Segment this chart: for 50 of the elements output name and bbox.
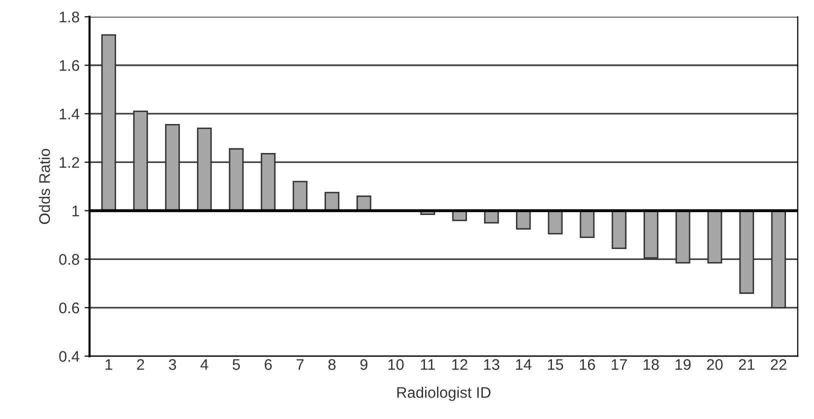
- bar: [228, 148, 244, 212]
- bar: [739, 210, 754, 294]
- bar: [324, 192, 340, 212]
- x-axis-title: Radiologist ID: [397, 386, 490, 401]
- y-tick-label: 0.6: [59, 302, 80, 314]
- x-tick-label: 3: [168, 359, 176, 370]
- y-axis-title: Odds Ratio: [38, 148, 50, 224]
- bar: [707, 210, 722, 264]
- x-tick-label: 21: [738, 359, 754, 370]
- y-tick-label: 0.8: [59, 254, 80, 265]
- x-tick-label: 2: [137, 359, 144, 370]
- bar: [580, 210, 595, 238]
- x-tick-label: 11: [420, 359, 435, 370]
- bar: [516, 210, 531, 230]
- x-tick-label: 10: [388, 359, 404, 370]
- x-tick-label: 5: [232, 359, 240, 370]
- bar: [260, 153, 276, 212]
- y-tick-label: 0.4: [59, 351, 80, 362]
- x-tick-label: 8: [328, 359, 336, 370]
- bar: [356, 195, 372, 212]
- y-tick-label: 1.6: [60, 60, 80, 71]
- x-tick-label: 9: [360, 359, 368, 370]
- x-tick-label: 6: [264, 359, 272, 370]
- bar: [133, 110, 148, 212]
- bar: [548, 210, 563, 234]
- bar: [165, 124, 180, 212]
- x-tick-label: 1: [106, 359, 112, 370]
- x-tick-label: 14: [516, 359, 532, 370]
- x-tick-label: 7: [296, 359, 304, 370]
- x-tick-label: 22: [770, 359, 786, 370]
- x-tick-label: 13: [484, 359, 500, 370]
- x-tick-label: 20: [707, 359, 723, 370]
- x-tick-label: 17: [612, 359, 627, 370]
- bar: [675, 210, 690, 264]
- x-tick-label: 12: [452, 359, 468, 370]
- bar: [644, 210, 658, 259]
- y-tick-label: 1.4: [60, 108, 80, 120]
- x-tick-label: 4: [200, 359, 208, 370]
- x-tick-label: 15: [548, 359, 564, 370]
- bar: [196, 128, 212, 212]
- bar: [612, 210, 626, 249]
- y-tick-label: 1: [72, 206, 80, 216]
- y-tick-label: 1.8: [60, 12, 80, 22]
- bar: [292, 180, 308, 212]
- y-tick-label: 1.2: [60, 157, 80, 168]
- bar: [101, 34, 116, 212]
- x-tick-label: 18: [644, 359, 659, 370]
- x-tick-label: 19: [676, 359, 691, 370]
- bar: [771, 210, 786, 308]
- x-tick-label: 16: [580, 359, 596, 370]
